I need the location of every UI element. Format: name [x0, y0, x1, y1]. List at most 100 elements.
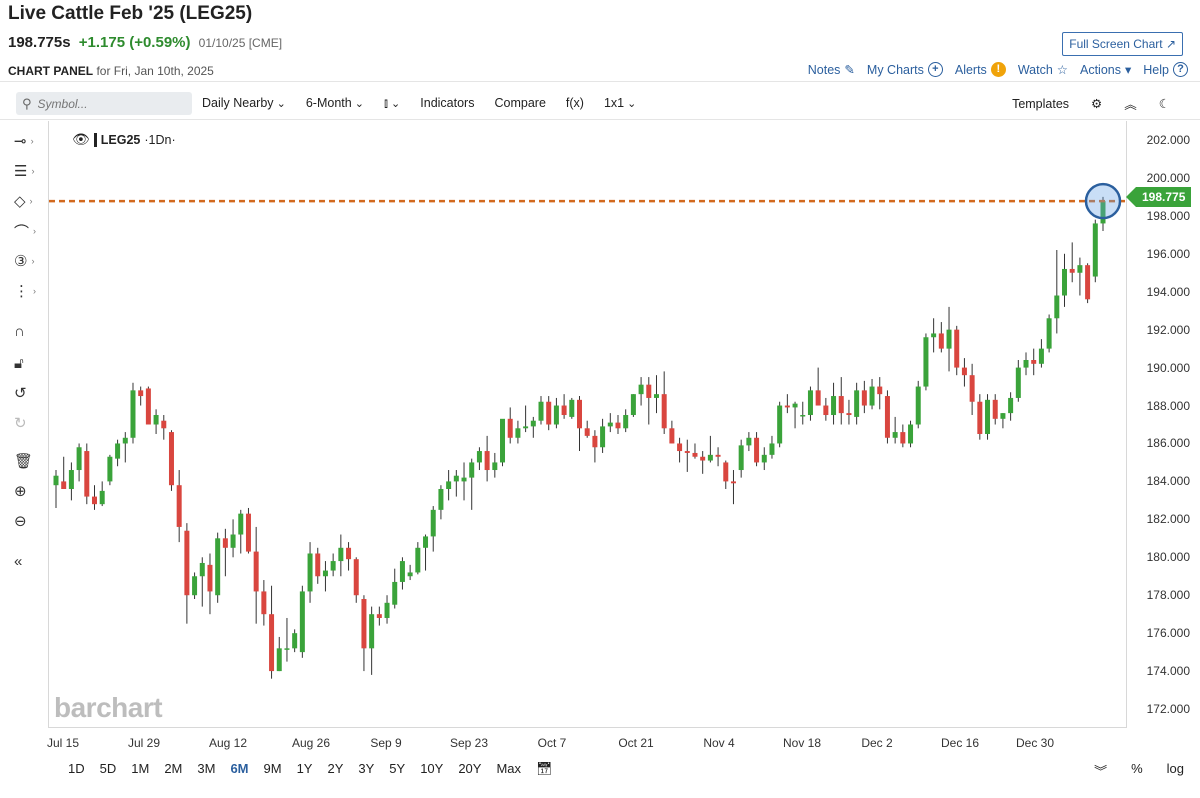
- candle: [784, 394, 790, 414]
- my-charts-link[interactable]: My Charts +: [867, 62, 943, 77]
- candle-body: [630, 394, 636, 416]
- candle: [807, 386, 813, 421]
- gear-icon[interactable]: ⚙: [1091, 97, 1103, 111]
- candle: [600, 418, 606, 453]
- log-toggle[interactable]: log: [1166, 761, 1184, 776]
- candle-body: [346, 547, 352, 560]
- candle: [761, 447, 767, 471]
- fib-tool[interactable]: ☰ ›: [14, 160, 44, 182]
- calendar-icon[interactable]: 📅︎: [536, 761, 553, 776]
- chart-type-candle-icon[interactable]: ⫾: [384, 96, 400, 111]
- shape-icon: ◇: [14, 193, 26, 210]
- chart-panel-label: CHART PANEL for Fri, Jan 10th, 2025: [8, 64, 214, 78]
- range-button-20y[interactable]: 20Y: [458, 761, 482, 776]
- candle: [1008, 392, 1014, 421]
- candle: [322, 561, 328, 592]
- candle-body: [469, 462, 475, 478]
- range-button-1m[interactable]: 1M: [131, 761, 150, 776]
- redo-tool[interactable]: ↻: [14, 412, 44, 434]
- lock-tool[interactable]: 🔓︎: [14, 352, 44, 374]
- full-screen-chart-button[interactable]: Full Screen Chart ↗: [1062, 32, 1183, 56]
- indicators-button[interactable]: Indicators: [420, 96, 475, 110]
- chart-canvas[interactable]: [48, 121, 1127, 728]
- candle: [361, 595, 367, 672]
- range-button-1d[interactable]: 1D: [68, 761, 85, 776]
- candle-body: [523, 426, 529, 429]
- actions-menu[interactable]: Actions ▾: [1080, 62, 1131, 78]
- help-link[interactable]: Help?: [1143, 62, 1188, 77]
- layout-dropdown[interactable]: 1x1: [604, 96, 636, 111]
- range-button-10y[interactable]: 10Y: [420, 761, 444, 776]
- undo-tool[interactable]: ↺: [14, 382, 44, 404]
- alerts-link[interactable]: Alerts!: [955, 62, 1006, 77]
- candlestick-chart[interactable]: [49, 121, 1127, 728]
- price-axis[interactable]: 202.000 200.000 198.000 196.000 194.000 192.0…: [1126, 121, 1200, 728]
- compare-button[interactable]: Compare: [494, 96, 546, 110]
- candle: [661, 371, 667, 434]
- candle-body: [99, 490, 105, 505]
- range-button-max[interactable]: Max: [496, 761, 522, 776]
- zoom-out-tool[interactable]: ⊖: [14, 510, 44, 532]
- magnet-tool[interactable]: ∩: [14, 320, 44, 342]
- candle-body: [184, 530, 190, 596]
- candle-body: [730, 481, 736, 484]
- range-button-3y[interactable]: 3Y: [358, 761, 375, 776]
- collapse-down-icon[interactable]: ︾: [1094, 764, 1108, 779]
- fx-button[interactable]: f(x): [565, 96, 584, 110]
- range-button-6m[interactable]: 6M: [230, 761, 249, 776]
- range-button-1y[interactable]: 1Y: [296, 761, 313, 776]
- range-button-5y[interactable]: 5Y: [389, 761, 406, 776]
- range-button-2y[interactable]: 2Y: [327, 761, 344, 776]
- chart-panel-title: CHART PANEL: [8, 64, 94, 78]
- daily-nearby-dropdown[interactable]: Daily Nearby: [202, 96, 286, 111]
- candle: [168, 430, 174, 491]
- range-button-5d[interactable]: 5D: [99, 761, 117, 776]
- magnet-icon: ∩: [14, 322, 25, 340]
- zoom-in-tool[interactable]: ⊕: [14, 480, 44, 502]
- notes-link[interactable]: Notes ✎: [808, 62, 855, 78]
- line-tool[interactable]: ⊸ ›: [14, 130, 44, 152]
- watch-link[interactable]: Watch ☆: [1018, 62, 1068, 78]
- range-button-2m[interactable]: 2M: [164, 761, 183, 776]
- candle-body: [1008, 397, 1014, 414]
- templates-button[interactable]: Templates: [1012, 96, 1070, 111]
- candle-body: [392, 581, 398, 605]
- count-tool[interactable]: ③ ›: [14, 250, 44, 272]
- y-tick-label: 198.000: [1146, 208, 1190, 223]
- eye-icon[interactable]: 👁︎: [72, 131, 90, 147]
- top-links: Notes ✎ My Charts + Alerts! Watch ☆ Actions…: [808, 62, 1188, 77]
- collapse-tools[interactable]: «: [14, 550, 44, 572]
- period-dropdown[interactable]: 6-Month: [306, 96, 364, 111]
- collapse-up-icon[interactable]: ︽: [1124, 98, 1137, 112]
- delete-tool[interactable]: 🗑︎: [14, 450, 44, 472]
- candle-body: [500, 418, 506, 463]
- candle: [954, 325, 960, 376]
- y-tick-label: 186.000: [1146, 436, 1190, 451]
- candle-body: [130, 390, 136, 438]
- percent-toggle[interactable]: %: [1131, 761, 1143, 776]
- candle-body: [831, 396, 837, 416]
- unlock-icon: 🔓︎: [14, 354, 24, 372]
- candle: [923, 333, 929, 391]
- dark-mode-icon[interactable]: ☾: [1158, 97, 1170, 111]
- y-tick-label: 176.000: [1146, 626, 1190, 641]
- candle-body: [669, 428, 675, 444]
- candle: [222, 528, 228, 577]
- candle-body: [638, 384, 644, 395]
- pattern-tool[interactable]: ⋮ ›: [14, 280, 44, 302]
- candle-body: [192, 576, 198, 596]
- candle: [1077, 257, 1083, 296]
- highlight-circle: [1084, 182, 1122, 220]
- candle-body: [969, 375, 975, 402]
- candle-body: [915, 386, 921, 425]
- candle-body: [738, 445, 744, 471]
- range-button-3m[interactable]: 3M: [197, 761, 216, 776]
- shape-tool[interactable]: ◇ ›: [14, 190, 44, 212]
- symbol-search[interactable]: ⚲: [16, 92, 192, 115]
- arc-tool[interactable]: ⌒ ›: [14, 220, 44, 242]
- edit-icon: ✎: [844, 63, 855, 77]
- symbol-input[interactable]: [37, 96, 178, 111]
- candle: [507, 407, 513, 444]
- y-tick-label: 172.000: [1146, 702, 1190, 717]
- range-button-9m[interactable]: 9M: [263, 761, 282, 776]
